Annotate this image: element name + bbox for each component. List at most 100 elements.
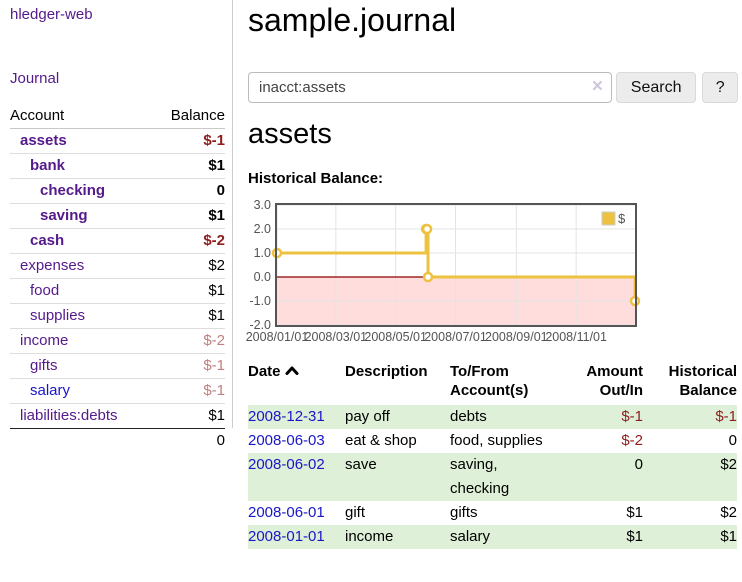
clear-search-icon[interactable]: ×	[591, 76, 603, 97]
register-table: Date Description To/From Account(s) Amoun…	[248, 362, 737, 549]
account-link-assets[interactable]: assets	[20, 132, 67, 149]
date-column-header[interactable]: Date	[248, 362, 345, 405]
register-row: 2008-06-02 save saving, checking 0 $2	[248, 453, 737, 501]
transaction-balance: $1	[720, 528, 737, 545]
transaction-balance: 0	[728, 432, 737, 449]
sort-ascending-icon	[285, 366, 299, 375]
transaction-date-cell: 2008-12-31	[248, 405, 345, 429]
svg-text:2008/09/01: 2008/09/01	[485, 330, 548, 344]
search-input[interactable]	[248, 72, 612, 103]
account-balance-value: $-1	[152, 378, 225, 404]
account-link-income[interactable]: income	[20, 332, 69, 349]
sidebar-item-journal[interactable]: Journal	[10, 70, 60, 87]
transaction-accounts: gifts	[450, 504, 478, 521]
transaction-date-link[interactable]: 2008-12-31	[248, 408, 325, 425]
account-link-supplies[interactable]: supplies	[30, 307, 86, 324]
search-form: × Search ?	[248, 72, 738, 103]
svg-text:3.0: 3.0	[254, 198, 271, 212]
svg-text:2008/05/01: 2008/05/01	[364, 330, 427, 344]
transaction-date-link[interactable]: 2008-06-03	[248, 432, 325, 449]
account-balance-value: $-1	[203, 132, 225, 149]
amount-column-header: Amount Out/In	[586, 363, 643, 399]
app-title-link[interactable]: hledger-web	[10, 6, 93, 23]
svg-text:2008/11/01: 2008/11/01	[545, 330, 607, 344]
account-balance-value: $-1	[152, 353, 225, 379]
transaction-amount: $-1	[621, 408, 643, 425]
accounts-column-header: To/From Account(s)	[450, 363, 529, 399]
data-point	[422, 271, 434, 283]
sidebar-account-row: checking 0	[10, 178, 225, 204]
legend-swatch	[601, 211, 616, 226]
transaction-description: pay off	[345, 408, 390, 425]
account-link-bank[interactable]: bank	[30, 157, 66, 174]
sidebar-account-row: assets $-1	[10, 129, 225, 154]
sidebar-account-row: liabilities:debts $1	[10, 403, 225, 429]
transaction-date-cell: 2008-06-03	[248, 429, 345, 453]
transaction-date-link[interactable]: 2008-06-02	[248, 456, 325, 473]
accounts-table-header-row: Account Balance	[10, 104, 225, 129]
svg-text:1.0: 1.0	[254, 246, 271, 260]
account-link-checking[interactable]: checking	[40, 182, 106, 199]
svg-text:2008/01/01: 2008/01/01	[246, 330, 308, 344]
account-balance-value: $-2	[152, 328, 225, 354]
register-row: 2008-06-03 eat & shop food, supplies $-2 0	[248, 429, 737, 453]
account-link-gifts[interactable]: gifts	[30, 357, 58, 374]
account-link-expenses[interactable]: expenses	[20, 257, 85, 274]
sidebar-account-row: bank $1	[10, 153, 225, 179]
sidebar-account-row: food $1	[10, 278, 225, 304]
page-title: sample.journal	[248, 2, 457, 38]
svg-text:2.0: 2.0	[254, 222, 271, 236]
legend-label: $	[618, 211, 626, 226]
register-row: 2008-01-01 income salary $1 $1	[248, 525, 737, 549]
transaction-date-link[interactable]: 2008-06-01	[248, 504, 325, 521]
account-balance-value: $-2	[152, 228, 225, 254]
help-button[interactable]: ?	[702, 72, 738, 103]
transaction-accounts: debts	[450, 408, 487, 425]
search-button[interactable]: Search	[616, 72, 697, 103]
svg-text:-1.0: -1.0	[249, 294, 271, 308]
sidebar-divider	[232, 0, 233, 428]
transaction-accounts: salary	[450, 528, 491, 545]
account-balance-value: $1	[152, 153, 225, 179]
sidebar-account-row: saving $1	[10, 203, 225, 229]
svg-text:2008/03/01: 2008/03/01	[305, 330, 368, 344]
transaction-amount: 0	[634, 456, 643, 473]
transaction-description: save	[345, 456, 377, 473]
sidebar-account-row: supplies $1	[10, 303, 225, 329]
register-header-row: Date Description To/From Account(s) Amoun…	[248, 362, 737, 405]
historical-balance-chart[interactable]: $3.0 2.0 1.0 0.0 -1.0 -2.0 2008/01/01 2008/03/0…	[246, 198, 740, 350]
chart-title: Historical Balance:	[248, 170, 384, 187]
sidebar-account-row: expenses $2	[10, 253, 225, 279]
transaction-amount: $1	[626, 504, 643, 521]
transaction-description: income	[345, 528, 394, 545]
account-balance-value: $1	[152, 203, 225, 229]
sidebar-account-row: salary $-1	[10, 378, 225, 404]
account-link-salary[interactable]: salary	[30, 382, 71, 399]
transaction-amount: $1	[626, 528, 643, 545]
register-row: 2008-12-31 pay off debts $-1 $-1	[248, 405, 737, 429]
account-link-cash[interactable]: cash	[30, 232, 65, 249]
description-column-header: Description	[345, 363, 428, 380]
svg-text:-2.0: -2.0	[249, 318, 271, 332]
account-link-liabilities-debts[interactable]: liabilities:debts	[20, 407, 118, 424]
transaction-balance: $-1	[715, 408, 737, 425]
svg-text:2008/07/01: 2008/07/01	[424, 330, 487, 344]
transaction-date-cell: 2008-06-01	[248, 501, 345, 525]
account-balance-value: $1	[152, 278, 225, 304]
search-input-wrap: ×	[248, 72, 612, 103]
register-row: 2008-06-01 gift gifts $1 $2	[248, 501, 737, 525]
account-link-saving[interactable]: saving	[40, 207, 88, 224]
transaction-description: eat & shop	[345, 432, 417, 449]
account-link-food[interactable]: food	[30, 282, 60, 299]
transaction-accounts: food, supplies	[450, 432, 543, 449]
data-point	[421, 223, 433, 235]
sidebar-total-row: 0	[10, 428, 225, 453]
transaction-date-cell: 2008-06-02	[248, 453, 345, 501]
account-balance-value: $2	[152, 253, 225, 279]
transaction-date-link[interactable]: 2008-01-01	[248, 528, 325, 545]
account-balance-value: $1	[152, 403, 225, 429]
balance-column-header: Balance	[152, 104, 225, 129]
sidebar-total-value: 0	[152, 428, 225, 453]
account-column-header: Account	[10, 104, 153, 129]
